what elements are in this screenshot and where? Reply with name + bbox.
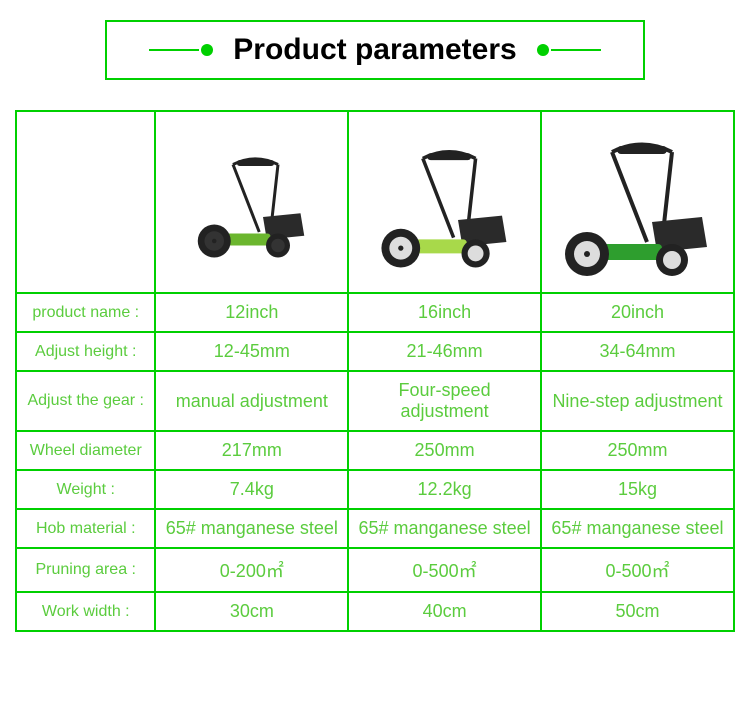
cell-7-1: 40cm [348,592,541,631]
product-image-cell-2 [541,111,734,293]
cell-1-2: 34-64mm [541,332,734,371]
cell-7-2: 50cm [541,592,734,631]
cell-2-0: manual adjustment [155,371,348,431]
title-decoration-left [149,44,213,56]
cell-1-1: 21-46mm [348,332,541,371]
mower-icon [552,122,722,282]
row-label: Wheel diameter [16,431,155,470]
row-label: Adjust height : [16,332,155,371]
cell-2-1: Four-speed adjustment [348,371,541,431]
title-banner: Product parameters [105,20,645,80]
image-row [16,111,734,293]
image-label-cell [16,111,155,293]
cell-6-1: 0-500㎡ [348,548,541,592]
cell-4-0: 7.4kg [155,470,348,509]
table-row: Adjust the gear :manual adjustmentFour-s… [16,371,734,431]
table-row: Wheel diameter217mm250mm250mm [16,431,734,470]
table-row: Weight :7.4kg12.2kg15kg [16,470,734,509]
mower-icon [188,142,316,262]
row-label: Hob material : [16,509,155,548]
row-label: Weight : [16,470,155,509]
cell-3-1: 250mm [348,431,541,470]
row-label: Pruning area : [16,548,155,592]
cell-4-2: 15kg [541,470,734,509]
table-row: Work width :30cm40cm50cm [16,592,734,631]
cell-3-0: 217mm [155,431,348,470]
row-label: Adjust the gear : [16,371,155,431]
cell-5-1: 65# manganese steel [348,509,541,548]
table-body: product name :12inch16inch20inchAdjust h… [16,111,734,631]
cell-5-2: 65# manganese steel [541,509,734,548]
table-row: Hob material :65# manganese steel65# man… [16,509,734,548]
title-decoration-right [537,44,601,56]
table-row: product name :12inch16inch20inch [16,293,734,332]
product-image-cell-0 [155,111,348,293]
product-image-cell-1 [348,111,541,293]
cell-0-1: 16inch [348,293,541,332]
cell-6-0: 0-200㎡ [155,548,348,592]
cell-3-2: 250mm [541,431,734,470]
cell-0-0: 12inch [155,293,348,332]
cell-0-2: 20inch [541,293,734,332]
row-label: Work width : [16,592,155,631]
cell-2-2: Nine-step adjustment [541,371,734,431]
cell-5-0: 65# manganese steel [155,509,348,548]
table-row: Pruning area :0-200㎡0-500㎡0-500㎡ [16,548,734,592]
cell-4-1: 12.2kg [348,470,541,509]
cell-1-0: 12-45mm [155,332,348,371]
cell-7-0: 30cm [155,592,348,631]
table-row: Adjust height :12-45mm21-46mm34-64mm [16,332,734,371]
mower-icon [370,132,520,273]
page-title: Product parameters [233,33,516,67]
parameters-table: product name :12inch16inch20inchAdjust h… [15,110,735,632]
cell-6-2: 0-500㎡ [541,548,734,592]
row-label: product name : [16,293,155,332]
